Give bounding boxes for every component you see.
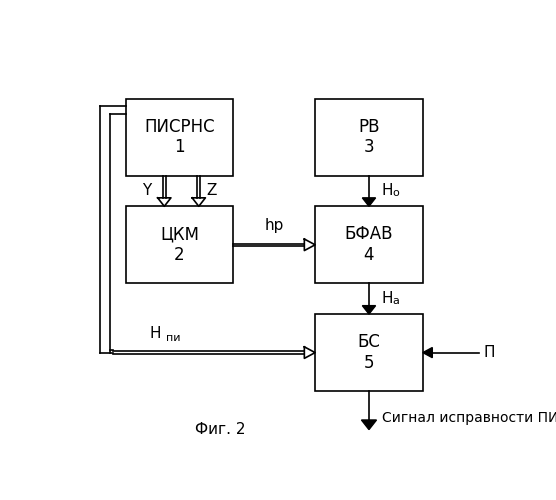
Text: ПИСРНС
1: ПИСРНС 1 xyxy=(144,118,215,156)
Text: Сигнал исправности ПИ: Сигнал исправности ПИ xyxy=(382,411,556,425)
Bar xyxy=(126,206,234,284)
Text: П: П xyxy=(483,345,495,360)
Text: Y: Y xyxy=(142,184,152,198)
Text: Фиг. 2: Фиг. 2 xyxy=(195,422,246,438)
Text: пи: пи xyxy=(166,333,181,343)
Bar xyxy=(315,206,423,284)
Polygon shape xyxy=(363,306,376,314)
Text: а: а xyxy=(393,296,400,306)
Text: РВ
3: РВ 3 xyxy=(358,118,380,156)
Bar xyxy=(315,314,423,391)
Text: Н: Н xyxy=(382,184,394,198)
Text: БС
5: БС 5 xyxy=(358,333,380,372)
Bar xyxy=(315,98,423,176)
Bar xyxy=(126,98,234,176)
Text: БФАВ
4: БФАВ 4 xyxy=(345,226,393,264)
Text: hp: hp xyxy=(265,218,284,233)
Polygon shape xyxy=(363,198,376,206)
Text: ЦКМ
2: ЦКМ 2 xyxy=(160,226,199,264)
Polygon shape xyxy=(423,348,433,358)
Text: Н: Н xyxy=(150,326,161,341)
Text: о: о xyxy=(393,188,399,198)
Text: Z: Z xyxy=(206,184,217,198)
Text: Н: Н xyxy=(382,291,394,306)
Polygon shape xyxy=(361,420,376,430)
